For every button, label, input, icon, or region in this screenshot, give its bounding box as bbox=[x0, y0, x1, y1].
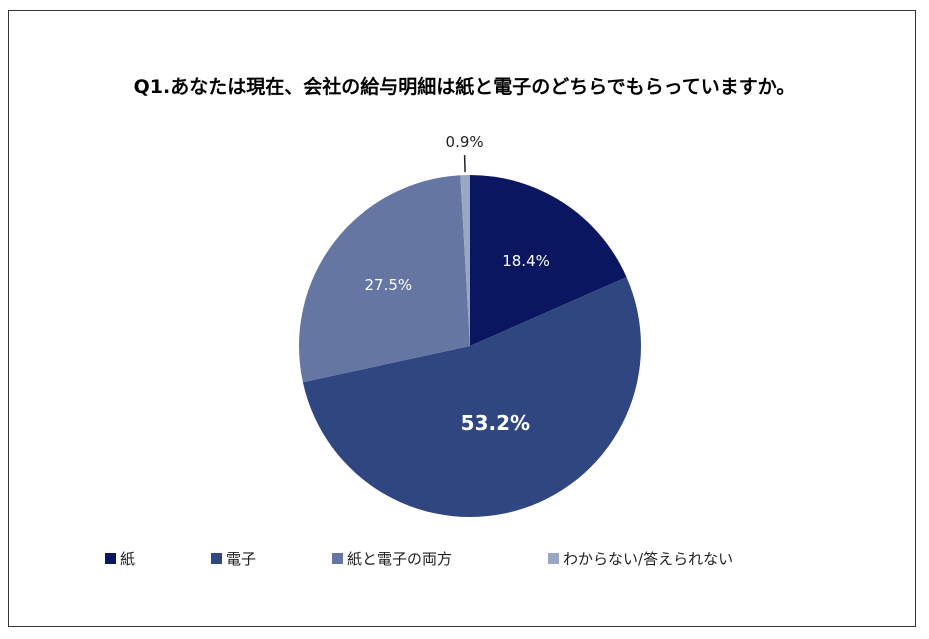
data-label-3: 0.9% bbox=[446, 133, 484, 151]
legend-swatch bbox=[105, 553, 116, 564]
legend-item-1: 電子 bbox=[211, 548, 256, 569]
legend-item-0: 紙 bbox=[105, 548, 135, 569]
legend-label: わからない/答えられない bbox=[563, 550, 734, 568]
legend-swatch bbox=[332, 553, 344, 564]
legend-item-3: わからない/答えられない bbox=[548, 548, 733, 569]
pie-slice-0 bbox=[470, 175, 627, 346]
legend: 紙 電子 紙と電子の両方 わからない/答えられない bbox=[105, 548, 733, 569]
legend-item-2: 紙と電子の両方 bbox=[332, 548, 452, 569]
pie-slice-2 bbox=[299, 175, 470, 383]
data-label-2: 27.5% bbox=[365, 276, 413, 294]
chart-title: Q1.あなたは現在、会社の給与明細は紙と電子のどちらでもらっていますか。 bbox=[133, 76, 796, 98]
data-label-1: 53.2% bbox=[461, 411, 530, 435]
legend-label: 電子 bbox=[226, 550, 257, 568]
legend-swatch bbox=[548, 553, 560, 564]
chart-frame bbox=[8, 10, 916, 627]
data-label-0: 18.4% bbox=[502, 252, 550, 270]
legend-label: 紙 bbox=[120, 550, 136, 568]
pie-slice-1 bbox=[302, 277, 641, 518]
legend-swatch bbox=[211, 553, 223, 564]
pie-slice-3 bbox=[460, 175, 470, 346]
legend-label: 紙と電子の両方 bbox=[347, 550, 453, 568]
